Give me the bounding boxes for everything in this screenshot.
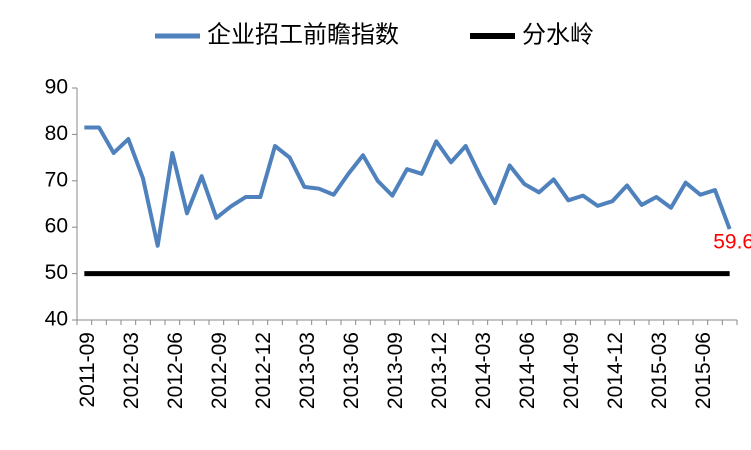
x-tick-label: 2014-03 xyxy=(472,332,495,409)
y-tick-label: 60 xyxy=(45,215,68,238)
y-tick-label: 40 xyxy=(45,308,68,331)
x-tick-label: 2012-09 xyxy=(208,332,231,409)
x-tick-label: 2013-09 xyxy=(384,332,407,409)
x-tick-label: 2015-06 xyxy=(692,332,715,409)
x-tick-label: 2015-03 xyxy=(648,332,671,409)
x-tick-label: 2012-12 xyxy=(252,332,275,409)
x-tick-label: 2013-03 xyxy=(296,332,319,409)
x-tick-label: 2014-09 xyxy=(560,332,583,409)
y-tick-label: 80 xyxy=(45,122,68,145)
y-tick-label: 70 xyxy=(45,168,68,191)
series-line xyxy=(84,125,732,248)
y-tick-label: 90 xyxy=(45,76,68,99)
x-tick-label: 2014-06 xyxy=(516,332,539,409)
legend-label: 企业招工前瞻指数 xyxy=(207,21,399,48)
x-tick-label: 2013-06 xyxy=(340,332,363,409)
x-tick-label: 2012-06 xyxy=(164,332,187,409)
x-tick-label: 2012-03 xyxy=(120,332,143,409)
legend-label: 分水岭 xyxy=(522,21,594,48)
data-label: 59.6 xyxy=(713,231,751,254)
x-tick-label: 2011-09 xyxy=(76,332,99,408)
x-tick-label: 2013-12 xyxy=(428,332,451,409)
x-tick-label: 2014-12 xyxy=(604,332,627,409)
y-tick-label: 50 xyxy=(45,261,68,284)
